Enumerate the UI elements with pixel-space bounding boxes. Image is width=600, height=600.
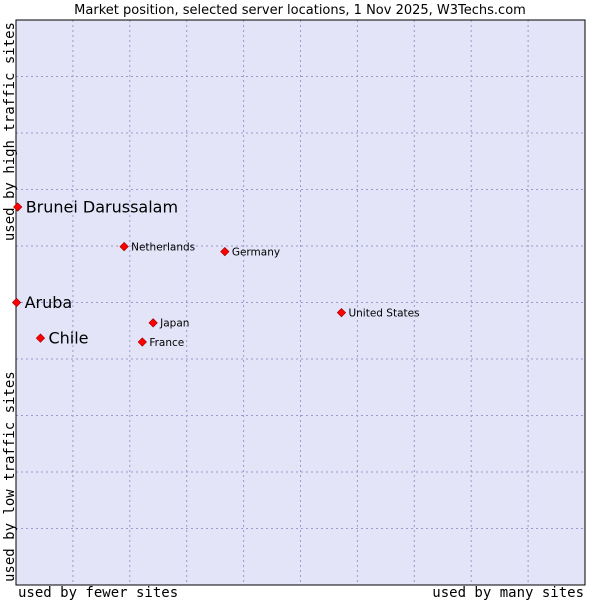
- point-marker-aruba: [11, 297, 22, 308]
- point-label-brunei-darussalam: Brunei Darussalam: [26, 198, 178, 217]
- grid-lines: [16, 20, 585, 585]
- point-label-japan: Japan: [159, 318, 189, 330]
- point-marker-united-states: [336, 308, 347, 318]
- data-points: Brunei Darussalam Aruba Chile Netherlands Ge…: [11, 198, 420, 349]
- chart-title: Market position, selected server locatio…: [74, 3, 526, 18]
- point-label-aruba: Aruba: [25, 293, 73, 312]
- point-marker-germany: [220, 247, 230, 257]
- point-label-chile: Chile: [48, 329, 88, 348]
- point-marker-chile: [35, 333, 46, 343]
- point-marker-france: [137, 337, 147, 347]
- point-label-netherlands: Netherlands: [131, 241, 195, 253]
- x-axis-label-left: used by fewer sites: [18, 585, 178, 600]
- point-marker-brunei-darussalam: [13, 202, 23, 212]
- point-marker-japan: [148, 318, 158, 328]
- point-label-germany: Germany: [232, 246, 280, 258]
- x-axis-label-right: used by many sites: [432, 585, 584, 600]
- point-label-france: France: [149, 337, 184, 349]
- point-label-united-states: United States: [348, 307, 419, 319]
- y-axis-label-bottom: used by low traffic sites: [2, 371, 18, 582]
- y-axis-label-top: used by high traffic sites: [2, 22, 18, 241]
- point-marker-netherlands: [119, 241, 129, 252]
